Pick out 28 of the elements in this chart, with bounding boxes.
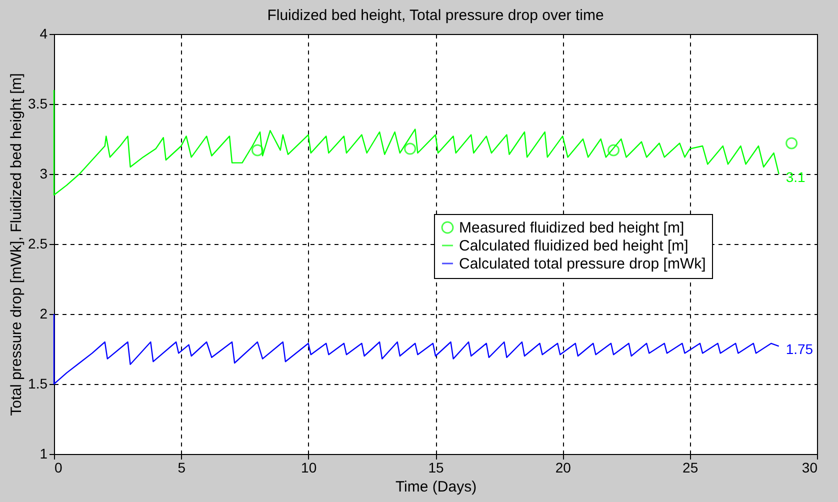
x-tick-label: 0 [54, 460, 62, 476]
point [786, 137, 798, 150]
annotation: 1.75 [786, 341, 814, 358]
x-axis-title: Time (Days) [395, 478, 477, 496]
x-tick-label: 30 [802, 460, 818, 476]
line-series [53, 313, 780, 385]
legend-label: Calculated total pressure drop [mWk] [459, 256, 706, 272]
line-series [53, 89, 780, 196]
y-axis-title: Total pressure drop [mWk], Fluidized bed height [m] [8, 73, 26, 416]
annotation: 3.1 [786, 169, 806, 185]
y-tick-label: 1 [40, 446, 48, 462]
chart-title: Fluidized bed height, Total pressure drop over time [267, 7, 604, 24]
point [251, 144, 264, 156]
x-tick-label: 10 [301, 460, 317, 476]
point [404, 142, 416, 155]
y-tick-label: 1.5 [28, 376, 48, 392]
y-tick-label: 2 [40, 306, 48, 322]
y-tick-label: 3 [40, 166, 48, 182]
x-tick-label: 15 [428, 460, 444, 476]
y-tick-label: 4 [40, 26, 48, 42]
x-tick-label: 25 [682, 460, 698, 476]
point [608, 144, 620, 156]
y-tick-label: 2.5 [28, 236, 48, 252]
legend-label: Calculated fluidized bed height [m] [459, 238, 688, 254]
legend-label: Measured fluidized bed height [m] [459, 220, 684, 236]
x-tick-label: 5 [178, 460, 186, 476]
y-tick-label: 3.5 [28, 96, 48, 112]
x-tick-label: 20 [555, 460, 572, 476]
